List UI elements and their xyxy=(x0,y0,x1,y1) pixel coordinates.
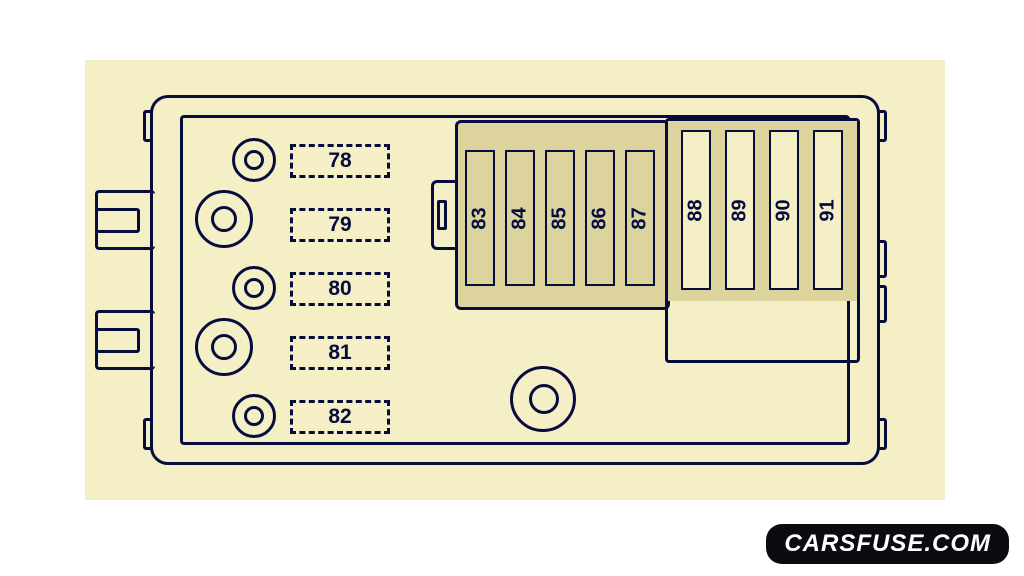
fuse-label: 82 xyxy=(328,405,351,429)
fuse-label: 91 xyxy=(817,199,840,221)
watermark-badge: CARSFUSE.COM xyxy=(766,524,1009,564)
fuse-label: 83 xyxy=(469,207,492,229)
fuse-label: 79 xyxy=(328,213,351,237)
fuse-slot-83: 83 xyxy=(465,150,495,286)
fuse-slot-85: 85 xyxy=(545,150,575,286)
fuse-label: 80 xyxy=(328,277,351,301)
bolt-large-inner xyxy=(529,384,559,414)
fuse-slot-82: 82 xyxy=(290,400,390,434)
fuse-slot-89: 89 xyxy=(725,130,755,290)
watermark-text: CARSFUSE.COM xyxy=(784,530,991,557)
bolt-small-inner xyxy=(244,150,264,170)
bolt-small-inner xyxy=(244,278,264,298)
fuse-label: 84 xyxy=(509,207,532,229)
fuse-slot-84: 84 xyxy=(505,150,535,286)
bolt-small-inner xyxy=(244,406,264,426)
diagram-canvas: 78 79 80 81 82 83 84 85 86 87 88 89 90 9… xyxy=(85,60,945,500)
fuse-label: 89 xyxy=(729,199,752,221)
fuse-label: 86 xyxy=(589,207,612,229)
fuse-slot-79: 79 xyxy=(290,208,390,242)
fuse-slot-86: 86 xyxy=(585,150,615,286)
fuse-slot-91: 91 xyxy=(813,130,843,290)
fuse-label: 78 xyxy=(328,149,351,173)
fuse-label: 87 xyxy=(629,207,652,229)
fuse-slot-90: 90 xyxy=(769,130,799,290)
bolt-large-inner xyxy=(211,206,237,232)
fuse-label: 88 xyxy=(685,199,708,221)
fuse-slot-78: 78 xyxy=(290,144,390,178)
fuse-slot-87: 87 xyxy=(625,150,655,286)
left-bracket-inner-bottom xyxy=(95,328,140,353)
fuse-slot-81: 81 xyxy=(290,336,390,370)
fuse-slot-88: 88 xyxy=(681,130,711,290)
module-a-clip-inner xyxy=(437,200,447,230)
fuse-slot-80: 80 xyxy=(290,272,390,306)
fuse-label: 81 xyxy=(328,341,351,365)
bolt-large-inner xyxy=(211,334,237,360)
fuse-label: 90 xyxy=(773,199,796,221)
left-bracket-inner-top xyxy=(95,208,140,233)
fuse-label: 85 xyxy=(549,207,572,229)
